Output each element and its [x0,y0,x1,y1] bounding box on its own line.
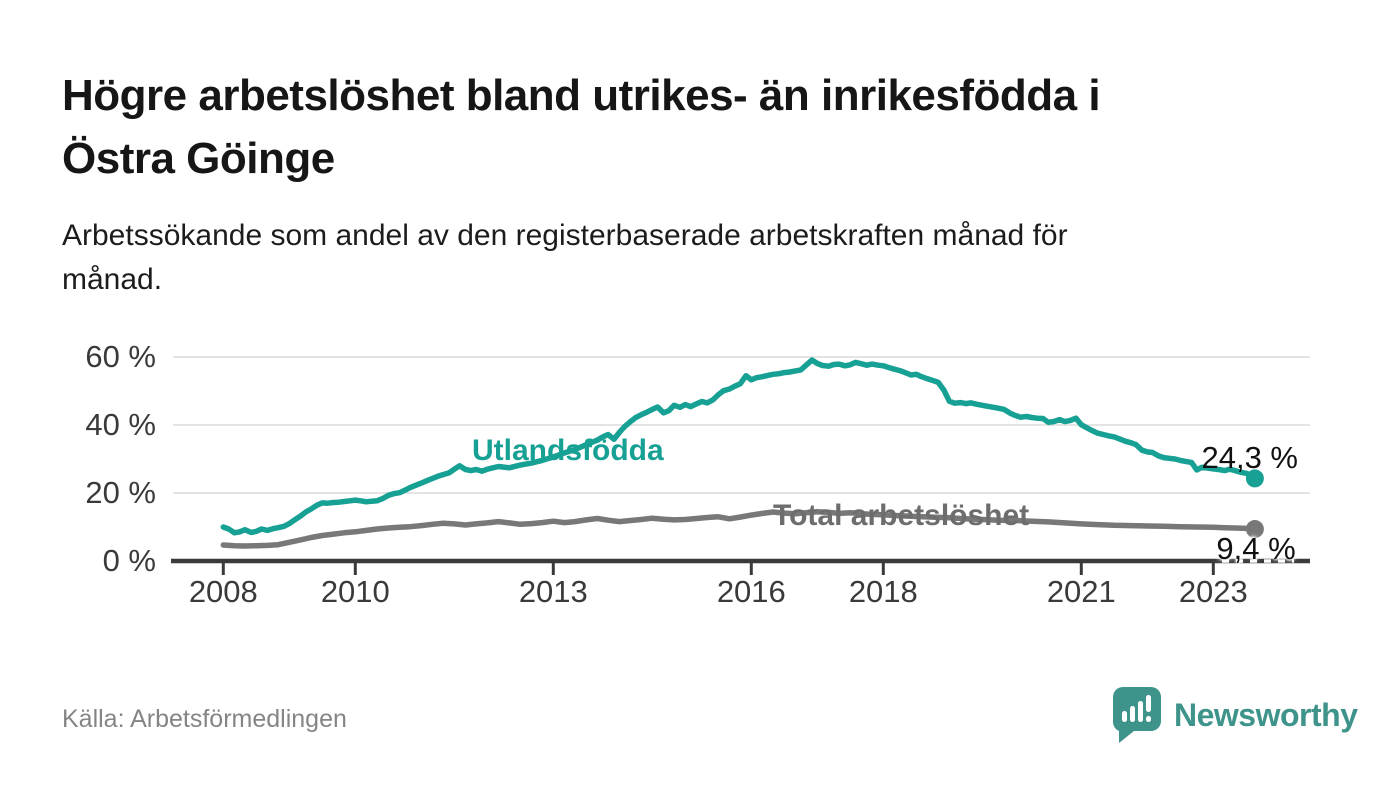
x-axis-label-2016: 2016 [716,574,786,609]
logo-barchart-glyph [1122,695,1151,722]
series-label-total-arbetsloshet: Total arbetslöshet [773,499,1030,532]
series-line-utlandsf-dda [220,357,1258,536]
chart-subtitle-line1: Arbetssökande som andel av den registerb… [62,219,1068,252]
y-axis-label-20: 20 % [85,475,156,510]
y-axis-label-40: 40 % [85,407,156,442]
series-end-dot-utlandsf-dda [1245,469,1264,488]
newsworthy-logo-icon [1112,687,1161,743]
chart-subtitle: Arbetssökande som andel av den registerb… [62,214,1352,302]
x-axis-label-2010: 2010 [320,574,390,609]
x-axis-label-2008: 2008 [188,574,258,609]
end-value-label-total-arbetsloshet: 9,4 % [1216,531,1296,566]
source-caption: Källa: Arbetsförmedlingen [62,705,347,733]
page-title: Högre arbetslöshet bland utrikes- än inr… [62,64,1352,190]
x-axis-label-2013: 2013 [518,574,588,609]
logo-bubble-shape [1112,687,1161,743]
end-value-label-utlandsfodda: 24,3 % [1201,440,1298,475]
x-axis-label-2021: 2021 [1046,574,1116,609]
x-axis-label-2023: 2023 [1178,574,1248,609]
series-label-utlandsfodda: Utlandsfödda [472,434,664,467]
series-line-total-arbetsl-shet [220,508,1258,549]
y-axis-label-0: 0 % [102,543,156,578]
page-title-line2: Östra Göinge [62,134,335,183]
series-end-dot-total-arbetsl-shet [1245,520,1264,539]
chart-subtitle-line2: månad. [62,263,163,296]
x-axis-label-2018: 2018 [848,574,918,609]
newsworthy-logo-text: Newsworthy [1174,696,1358,733]
newsworthy-logo: Newsworthy [1112,686,1358,744]
page-title-line1: Högre arbetslöshet bland utrikes- än inr… [62,71,1101,120]
y-axis-label-60: 60 % [85,339,156,374]
